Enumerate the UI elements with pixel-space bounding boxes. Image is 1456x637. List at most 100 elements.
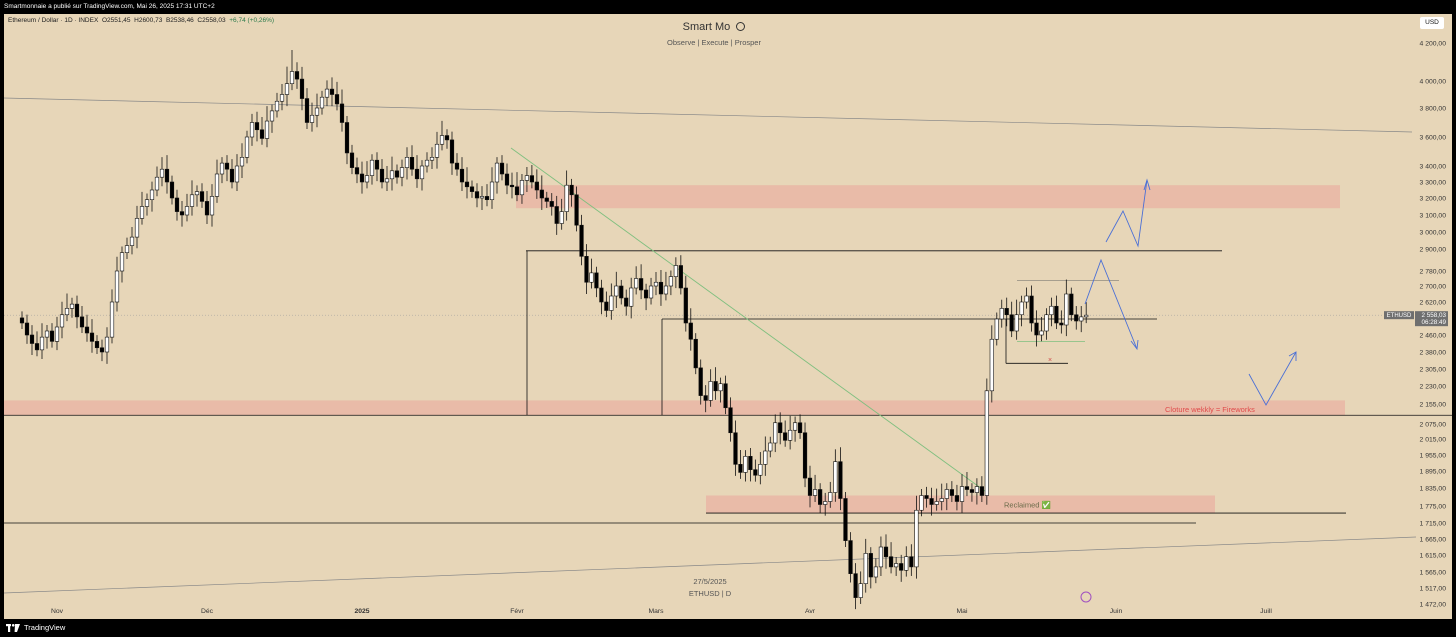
supply-demand-zone: [706, 495, 1215, 514]
candle-up: [314, 107, 320, 116]
candle-up: [479, 196, 485, 199]
candle-up: [589, 272, 594, 283]
candle-up: [959, 486, 965, 502]
long-trendline-lower: [4, 536, 1417, 594]
candle-up: [763, 450, 768, 465]
y-axis-tick-label: 4 200,00: [1420, 41, 1447, 48]
y-axis-tick-label: 2 305,00: [1420, 367, 1447, 374]
candle-down: [594, 272, 599, 289]
candle-down: [924, 495, 929, 499]
candle-down: [778, 422, 783, 434]
close-value: 2558,03: [202, 17, 226, 24]
chart-frame[interactable]: Cloture wekkly = Fireworks Reclaimed ✅ × 4…: [4, 14, 1452, 619]
candle-up: [159, 168, 165, 178]
candle-up: [384, 178, 390, 183]
candle-up: [812, 489, 818, 496]
close-label: C: [197, 17, 203, 24]
candle-up: [369, 159, 375, 176]
y-axis-tick-label: 2 155,00: [1420, 402, 1447, 409]
candle-up: [1014, 314, 1019, 332]
candle-down: [414, 168, 420, 180]
candle-up: [1064, 293, 1069, 326]
x-axis-tick-label: Mars: [648, 608, 664, 615]
price-badge-box: [1415, 311, 1448, 327]
candle-down: [74, 303, 80, 318]
candle-up: [44, 330, 50, 338]
candle-up: [939, 498, 944, 502]
symbol-name: Ethereum / Dollar · 1D · INDEX: [8, 17, 99, 24]
symbol-info: Ethereum / Dollar · 1D · INDEX O2551,45 …: [8, 17, 274, 24]
candle-down: [254, 122, 260, 131]
candle-up: [399, 167, 405, 178]
candle-down: [1074, 314, 1079, 322]
candle-down: [79, 316, 85, 328]
watermark-symbol: ETHUSD | D: [688, 589, 732, 598]
y-axis-tick-label: 2 075,00: [1420, 422, 1447, 429]
y-axis-tick-label: 4 000,00: [1420, 79, 1447, 86]
candle-down: [899, 563, 904, 571]
price-chart[interactable]: Cloture wekkly = Fireworks Reclaimed ✅ × 4…: [4, 14, 1452, 619]
currency-button[interactable]: USD: [1420, 17, 1444, 29]
candle-down: [949, 489, 954, 496]
candle-up: [863, 553, 868, 584]
candle-down: [624, 297, 629, 307]
candle-down: [164, 168, 170, 183]
candle-up: [629, 287, 634, 307]
candle-down: [783, 432, 788, 441]
candle-down: [723, 383, 728, 409]
reclaimed-label: Reclaimed ✅: [1004, 501, 1051, 510]
chart-subtitle: Observe | Execute | Prosper: [667, 38, 761, 47]
candle-down: [969, 489, 975, 493]
open-value: 2551,45: [107, 17, 131, 24]
candle-down: [843, 498, 848, 541]
candle-down: [802, 432, 808, 479]
tradingview-logo[interactable]: TradingView: [6, 619, 65, 637]
candle-up: [189, 194, 195, 207]
candle-down: [334, 94, 340, 105]
candle-down: [84, 326, 90, 334]
y-axis-tick-label: 2 460,00: [1420, 333, 1447, 340]
candle-down: [29, 334, 35, 344]
candle-down: [658, 281, 664, 295]
candle-up: [494, 162, 500, 183]
candle-down: [1009, 314, 1014, 332]
candle-down: [374, 159, 380, 170]
candle-down: [693, 338, 698, 369]
footer-bar: TradingView: [0, 619, 1456, 637]
candle-down: [504, 173, 510, 186]
candle-up: [524, 175, 530, 181]
candle-up: [64, 308, 70, 316]
high-label: H: [134, 17, 139, 24]
candle-down: [409, 157, 415, 170]
candle-up: [364, 175, 370, 183]
y-axis-tick-label: 1 775,00: [1420, 504, 1447, 511]
x-axis-tick-label: Nov: [51, 608, 64, 615]
candle-up: [914, 509, 919, 568]
price-badge-symbol-box: [1384, 311, 1414, 320]
cross-marker-icon: ×: [1048, 357, 1052, 364]
candle-up: [184, 206, 190, 216]
candle-down: [89, 332, 95, 342]
candle-down: [753, 469, 758, 476]
candle-up: [1079, 316, 1084, 322]
candle-up: [873, 566, 878, 578]
candle-down: [688, 322, 693, 340]
candle-up: [404, 157, 410, 168]
y-axis-tick-label: 1 715,00: [1420, 521, 1447, 528]
y-axis-tick-label: 1 517,00: [1420, 586, 1447, 593]
candle-down: [929, 498, 934, 505]
y-axis-tick-label: 3 800,00: [1420, 106, 1447, 113]
candle-down: [259, 129, 265, 139]
candle-up: [219, 162, 225, 175]
candle-up: [974, 486, 980, 493]
candle-up: [634, 278, 639, 289]
candle-up: [668, 276, 674, 287]
brand-logo-icon: [736, 22, 746, 31]
watermark-date: 27/5/2025: [693, 577, 727, 586]
candle-down: [34, 343, 40, 351]
candle-up: [59, 314, 65, 328]
candle-down: [499, 162, 505, 175]
candle-down: [444, 135, 450, 141]
candle-up: [139, 206, 145, 219]
tradingview-icon: [6, 624, 20, 632]
